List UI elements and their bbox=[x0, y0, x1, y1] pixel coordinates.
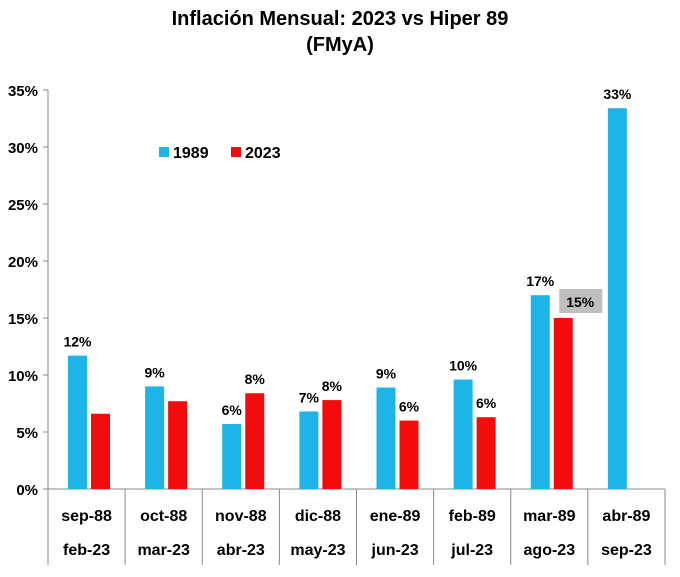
x-tick-label-1989: oct-88 bbox=[140, 508, 187, 525]
legend-swatch-2023 bbox=[231, 147, 241, 157]
bar-1989 bbox=[299, 411, 319, 489]
data-label: 8% bbox=[322, 378, 343, 394]
x-tick-label-1989: sep-88 bbox=[61, 508, 112, 525]
data-label: 9% bbox=[376, 366, 397, 382]
x-tick-label-1989: nov-88 bbox=[215, 508, 267, 525]
bar-2023 bbox=[168, 401, 188, 489]
bar-2023 bbox=[91, 413, 110, 489]
data-label: 7% bbox=[299, 389, 320, 405]
data-label: 15% bbox=[566, 294, 595, 310]
data-label-highlight bbox=[559, 289, 603, 313]
x-tick-label-1989: abr-89 bbox=[602, 508, 650, 525]
y-tick-label: 25% bbox=[8, 197, 38, 214]
y-tick-label: 15% bbox=[8, 311, 38, 328]
x-tick-label-2023: jun-23 bbox=[371, 542, 419, 559]
x-tick-label-2023: may-23 bbox=[290, 542, 345, 559]
data-label: 33% bbox=[603, 86, 632, 102]
bar-1989 bbox=[530, 295, 550, 489]
data-label: 6% bbox=[399, 399, 420, 415]
x-tick-label-2023: abr-23 bbox=[217, 542, 265, 559]
y-tick-label: 35% bbox=[8, 83, 38, 100]
x-tick-label-2023: ago-23 bbox=[524, 542, 576, 559]
y-tick-label: 0% bbox=[16, 482, 38, 499]
y-tick-label: 5% bbox=[16, 425, 38, 442]
x-tick-label-1989: dic-88 bbox=[295, 508, 341, 525]
x-tick-label-2023: mar-23 bbox=[137, 542, 190, 559]
legend-label-1989: 1989 bbox=[173, 145, 209, 162]
data-label: 12% bbox=[63, 334, 92, 350]
bar-2023 bbox=[322, 400, 342, 489]
x-tick-label-1989: ene-89 bbox=[370, 508, 421, 525]
data-label: 6% bbox=[222, 402, 243, 418]
y-tick-label: 30% bbox=[8, 140, 38, 157]
data-label: 17% bbox=[526, 273, 555, 289]
bar-2023 bbox=[553, 318, 573, 489]
bar-1989 bbox=[607, 108, 627, 490]
data-label: 6% bbox=[476, 395, 497, 411]
legend-swatch-1989 bbox=[159, 147, 169, 157]
x-tick-label-1989: mar-89 bbox=[523, 508, 576, 525]
y-tick-label: 20% bbox=[8, 254, 38, 271]
bars bbox=[68, 108, 627, 490]
x-tick-label-1989: feb-89 bbox=[449, 508, 496, 525]
chart-title: Inflación Mensual: 2023 vs Hiper 89 bbox=[171, 8, 509, 30]
data-labels: 12%9%6%7%9% 10%17%33%8% 8%6% 6%15% bbox=[63, 86, 631, 418]
x-tick-label-2023: jul-23 bbox=[450, 542, 493, 559]
chart-subtitle: (FMyA) bbox=[306, 34, 374, 56]
legend: 1989 2023 bbox=[159, 145, 281, 162]
data-label: 10% bbox=[449, 358, 478, 374]
y-tick-label: 10% bbox=[8, 368, 38, 385]
bar-1989 bbox=[453, 379, 473, 489]
bar-1989 bbox=[145, 386, 165, 489]
x-tick-label-2023: sep-23 bbox=[601, 542, 652, 559]
data-label: 9% bbox=[145, 364, 166, 380]
bar-1989 bbox=[376, 387, 396, 489]
legend-label-2023: 2023 bbox=[245, 145, 281, 162]
bar-1989 bbox=[222, 424, 242, 489]
bar-2023 bbox=[476, 417, 496, 489]
bar-2023 bbox=[245, 393, 265, 489]
axes: 0% 5% 10% 15% 20% 25% 30% 35% sep-88 feb-23 oct-88… bbox=[8, 83, 666, 565]
bar-2023 bbox=[399, 420, 419, 489]
data-label: 8% bbox=[245, 371, 266, 387]
x-tick-label-2023: feb-23 bbox=[63, 542, 110, 559]
bar-1989 bbox=[68, 355, 87, 489]
